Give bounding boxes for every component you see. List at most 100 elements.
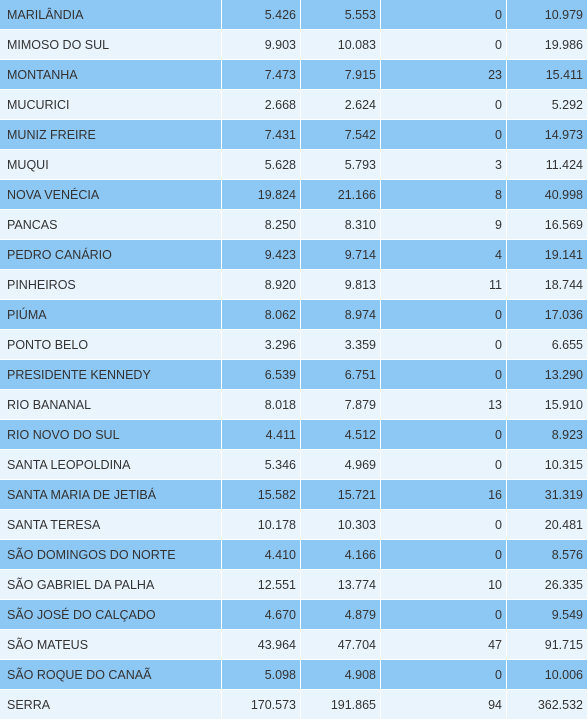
value-a-cell: 5.098	[222, 660, 301, 690]
value-b-cell: 2.624	[301, 90, 381, 120]
total-cell: 8.576	[507, 540, 588, 570]
municipality-name-cell: SÃO DOMINGOS DO NORTE	[0, 540, 222, 570]
value-c-cell: 0	[381, 450, 507, 480]
value-b-cell: 9.813	[301, 270, 381, 300]
value-a-cell: 8.250	[222, 210, 301, 240]
municipality-name-cell: MUQUI	[0, 150, 222, 180]
municipality-name-cell: MIMOSO DO SUL	[0, 30, 222, 60]
municipality-name-cell: SANTA MARIA DE JETIBÁ	[0, 480, 222, 510]
value-c-cell: 0	[381, 0, 507, 30]
total-cell: 40.998	[507, 180, 588, 210]
value-b-cell: 4.512	[301, 420, 381, 450]
total-cell: 15.910	[507, 390, 588, 420]
value-a-cell: 5.346	[222, 450, 301, 480]
total-cell: 19.986	[507, 30, 588, 60]
value-a-cell: 43.964	[222, 630, 301, 660]
value-c-cell: 11	[381, 270, 507, 300]
municipality-name-cell: SÃO GABRIEL DA PALHA	[0, 570, 222, 600]
value-a-cell: 4.411	[222, 420, 301, 450]
value-b-cell: 7.915	[301, 60, 381, 90]
value-c-cell: 0	[381, 420, 507, 450]
total-cell: 6.655	[507, 330, 588, 360]
table-row: MUCURICI 2.668 2.624 0 5.292	[0, 90, 588, 120]
municipality-name-cell: NOVA VENÉCIA	[0, 180, 222, 210]
value-c-cell: 0	[381, 90, 507, 120]
table-row: PRESIDENTE KENNEDY 6.539 6.751 0 13.290	[0, 360, 588, 390]
value-a-cell: 4.670	[222, 600, 301, 630]
value-b-cell: 4.166	[301, 540, 381, 570]
value-b-cell: 7.879	[301, 390, 381, 420]
total-cell: 15.411	[507, 60, 588, 90]
table-row: SERRA 170.573 191.865 94 362.532	[0, 690, 588, 720]
value-c-cell: 0	[381, 660, 507, 690]
value-b-cell: 3.359	[301, 330, 381, 360]
value-c-cell: 13	[381, 390, 507, 420]
value-c-cell: 16	[381, 480, 507, 510]
value-a-cell: 19.824	[222, 180, 301, 210]
total-cell: 18.744	[507, 270, 588, 300]
value-b-cell: 9.714	[301, 240, 381, 270]
value-b-cell: 13.774	[301, 570, 381, 600]
value-a-cell: 170.573	[222, 690, 301, 720]
total-cell: 10.315	[507, 450, 588, 480]
municipality-name-cell: PINHEIROS	[0, 270, 222, 300]
total-cell: 362.532	[507, 690, 588, 720]
total-cell: 13.290	[507, 360, 588, 390]
municipality-name-cell: SERRA	[0, 690, 222, 720]
table-row: NOVA VENÉCIA 19.824 21.166 8 40.998	[0, 180, 588, 210]
value-a-cell: 5.628	[222, 150, 301, 180]
value-c-cell: 0	[381, 510, 507, 540]
value-b-cell: 21.166	[301, 180, 381, 210]
total-cell: 11.424	[507, 150, 588, 180]
total-cell: 8.923	[507, 420, 588, 450]
value-b-cell: 15.721	[301, 480, 381, 510]
value-b-cell: 8.310	[301, 210, 381, 240]
total-cell: 10.979	[507, 0, 588, 30]
table-row: SANTA LEOPOLDINA 5.346 4.969 0 10.315	[0, 450, 588, 480]
total-cell: 16.569	[507, 210, 588, 240]
value-a-cell: 2.668	[222, 90, 301, 120]
total-cell: 26.335	[507, 570, 588, 600]
municipality-name-cell: PIÚMA	[0, 300, 222, 330]
table-row: MIMOSO DO SUL 9.903 10.083 0 19.986	[0, 30, 588, 60]
table-row: MONTANHA 7.473 7.915 23 15.411	[0, 60, 588, 90]
municipality-name-cell: SÃO ROQUE DO CANAÃ	[0, 660, 222, 690]
value-a-cell: 8.062	[222, 300, 301, 330]
table-row: PEDRO CANÁRIO 9.423 9.714 4 19.141	[0, 240, 588, 270]
value-a-cell: 8.920	[222, 270, 301, 300]
value-a-cell: 9.903	[222, 30, 301, 60]
value-b-cell: 4.908	[301, 660, 381, 690]
total-cell: 31.319	[507, 480, 588, 510]
total-cell: 19.141	[507, 240, 588, 270]
municipality-name-cell: MUNIZ FREIRE	[0, 120, 222, 150]
municipality-name-cell: PEDRO CANÁRIO	[0, 240, 222, 270]
table-row: PINHEIROS 8.920 9.813 11 18.744	[0, 270, 588, 300]
value-c-cell: 0	[381, 330, 507, 360]
total-cell: 14.973	[507, 120, 588, 150]
value-a-cell: 6.539	[222, 360, 301, 390]
value-a-cell: 8.018	[222, 390, 301, 420]
value-a-cell: 5.426	[222, 0, 301, 30]
municipality-name-cell: RIO NOVO DO SUL	[0, 420, 222, 450]
table-row: PIÚMA 8.062 8.974 0 17.036	[0, 300, 588, 330]
municipality-name-cell: PRESIDENTE KENNEDY	[0, 360, 222, 390]
municipality-name-cell: PONTO BELO	[0, 330, 222, 360]
value-b-cell: 4.969	[301, 450, 381, 480]
table-row: PONTO BELO 3.296 3.359 0 6.655	[0, 330, 588, 360]
table-row: SANTA MARIA DE JETIBÁ 15.582 15.721 16 31.31…	[0, 480, 588, 510]
table-row: SÃO GABRIEL DA PALHA 12.551 13.774 10 26.335	[0, 570, 588, 600]
municipality-name-cell: SANTA LEOPOLDINA	[0, 450, 222, 480]
municipality-name-cell: MUCURICI	[0, 90, 222, 120]
table-row: SÃO ROQUE DO CANAÃ 5.098 4.908 0 10.006	[0, 660, 588, 690]
value-c-cell: 0	[381, 600, 507, 630]
municipality-name-cell: PANCAS	[0, 210, 222, 240]
value-c-cell: 0	[381, 120, 507, 150]
municipality-name-cell: SANTA TERESA	[0, 510, 222, 540]
value-b-cell: 10.083	[301, 30, 381, 60]
municipality-name-cell: MONTANHA	[0, 60, 222, 90]
total-cell: 9.549	[507, 600, 588, 630]
municipality-name-cell: SÃO JOSÉ DO CALÇADO	[0, 600, 222, 630]
total-cell: 5.292	[507, 90, 588, 120]
total-cell: 20.481	[507, 510, 588, 540]
